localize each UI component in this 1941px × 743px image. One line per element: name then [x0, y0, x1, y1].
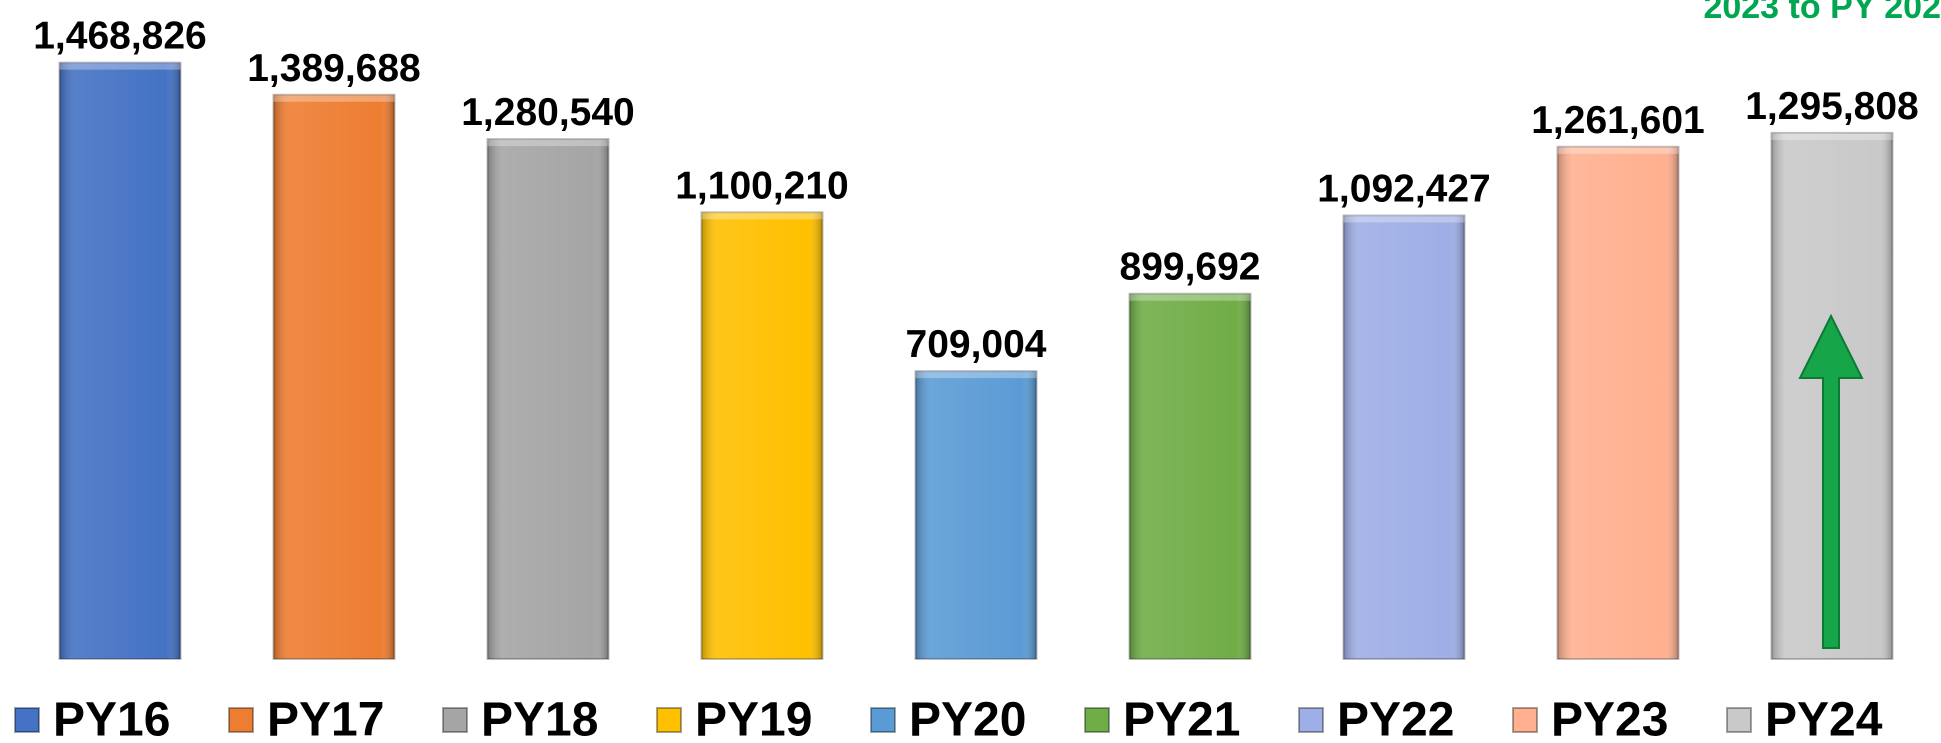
bar-cap: [1557, 146, 1679, 154]
legend-label: PY19: [695, 694, 812, 743]
legend-label: PY20: [909, 694, 1026, 743]
legend-swatch: [1512, 707, 1538, 733]
legend-swatch: [14, 707, 40, 733]
legend-label: PY18: [481, 694, 598, 743]
data-label: 1,092,427: [1317, 167, 1491, 210]
data-label: 899,692: [1120, 246, 1261, 289]
data-label: 1,295,808: [1745, 85, 1919, 128]
data-label: 709,004: [906, 323, 1047, 366]
data-label: 1,280,540: [461, 91, 635, 134]
bar-cap: [1129, 293, 1251, 301]
legend-swatch: [228, 707, 254, 733]
bar-bevel: [915, 371, 1037, 659]
bar-cap: [1771, 132, 1893, 140]
legend-label: PY23: [1551, 694, 1668, 743]
annotation: 2023 to PY 202: [1703, 0, 1941, 26]
data-label: 1,100,210: [675, 164, 849, 207]
data-label: 1,261,601: [1531, 99, 1705, 142]
bar-cap: [701, 212, 823, 220]
bar-bevel: [1557, 146, 1679, 660]
legend-label: PY16: [53, 694, 170, 743]
legend-label: PY21: [1123, 694, 1240, 743]
legend-label: PY17: [267, 694, 384, 743]
legend-label: PY22: [1337, 694, 1454, 743]
legend-swatch: [1726, 707, 1752, 733]
data-label: 1,389,688: [247, 47, 421, 90]
bar-bevel: [59, 62, 181, 660]
legend-swatch: [656, 707, 682, 733]
legend: PY16 PY17 PY18 PY19 PY20 PY21 PY22 PY23 PY24: [14, 694, 1883, 743]
bar-cap: [915, 371, 1037, 379]
legend-swatch: [1298, 707, 1324, 733]
data-label: 1,468,826: [33, 15, 207, 58]
bar-bevel: [1343, 215, 1465, 659]
bar-bevel: [487, 139, 609, 659]
bars: 1,468,826 1,389,688 1,280,540 1,100,210 709,…: [33, 15, 1919, 661]
up-arrow: [1798, 313, 1864, 649]
bar-cap: [273, 94, 395, 102]
legend-swatch: [1084, 707, 1110, 733]
bar-bevel: [1129, 293, 1251, 659]
legend-swatch: [870, 707, 896, 733]
legend-swatch: [442, 707, 468, 733]
bar-cap: [59, 62, 181, 70]
bar-bevel: [273, 94, 395, 659]
bar-cap: [1343, 215, 1465, 223]
bar-cap: [487, 139, 609, 147]
bar-bevel: [701, 212, 823, 659]
legend-label: PY24: [1765, 694, 1883, 743]
